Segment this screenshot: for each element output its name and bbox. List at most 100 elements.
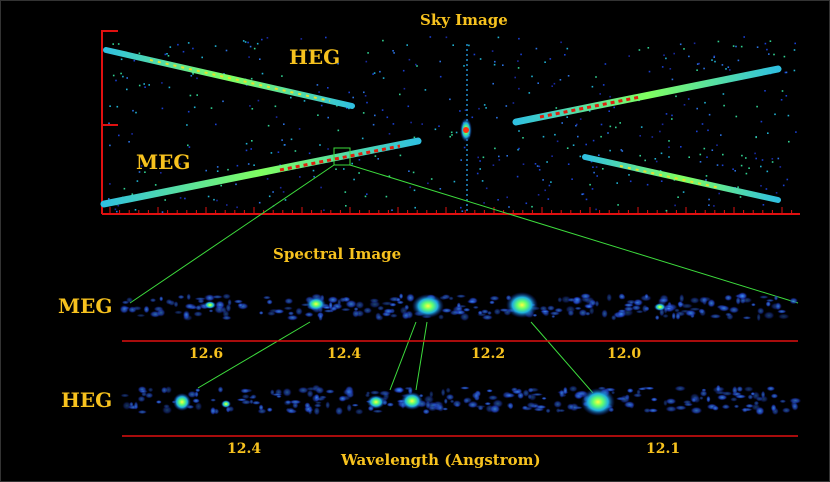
photon-dot <box>735 45 737 48</box>
photon-dot <box>525 202 528 205</box>
photon-dot <box>613 106 615 109</box>
sky-image-title: Sky Image <box>420 11 508 29</box>
continuum-blob <box>699 390 708 397</box>
photon-dot <box>498 155 500 158</box>
photon-dot <box>725 68 727 70</box>
photon-dot <box>461 210 464 212</box>
photon-dot <box>665 113 668 115</box>
photon-dot <box>244 41 247 43</box>
photon-dot <box>679 43 682 46</box>
photon-dot <box>785 95 788 97</box>
continuum-blob <box>273 308 285 314</box>
photon-dot <box>109 144 111 147</box>
continuum-blob <box>282 387 292 397</box>
photon-dot <box>620 149 623 151</box>
photon-dot <box>768 53 770 55</box>
continuum-blob <box>462 397 473 404</box>
continuum-blob <box>580 293 591 300</box>
photon-dot <box>716 144 718 146</box>
photon-dot <box>363 91 365 94</box>
photon-dot <box>439 75 442 78</box>
photon-dot <box>787 114 790 117</box>
photon-dot <box>734 170 736 172</box>
photon-dot <box>491 50 494 52</box>
photon-dot <box>464 109 467 111</box>
photon-dot <box>628 174 630 176</box>
continuum-blob <box>375 314 384 321</box>
photon-dot <box>408 170 410 172</box>
photon-dot <box>366 101 368 104</box>
photon-dot <box>506 196 508 199</box>
photon-dot <box>774 113 776 116</box>
continuum-blob <box>633 301 641 305</box>
photon-dot <box>242 40 245 42</box>
continuum-blob <box>589 306 595 315</box>
photon-dot <box>299 176 301 178</box>
photon-dot <box>769 40 772 42</box>
continuum-blob <box>345 299 357 309</box>
photon-dot <box>460 159 462 161</box>
photon-dot <box>352 96 354 99</box>
continuum-blob <box>480 309 489 314</box>
heg-spectrum-strip <box>120 384 802 437</box>
continuum-blob <box>487 310 492 316</box>
continuum-blob <box>545 408 551 414</box>
continuum-blob <box>487 395 499 401</box>
heg-tick-label: 12.4 <box>227 441 262 457</box>
emission-line <box>401 392 423 410</box>
photon-dot <box>722 93 725 95</box>
photon-dot <box>760 165 762 168</box>
photon-dot <box>596 175 598 177</box>
photon-dot <box>408 58 411 61</box>
photon-dot <box>372 73 374 75</box>
continuum-blob <box>177 294 185 300</box>
continuum-blob <box>741 407 748 413</box>
heg-arm-right <box>582 154 781 203</box>
photon-dot <box>505 105 508 107</box>
continuum-blob <box>499 308 509 312</box>
emission-line <box>204 301 216 309</box>
photon-dot <box>399 154 402 157</box>
continuum-blob <box>194 402 203 411</box>
continuum-blob <box>186 293 191 301</box>
photon-dot <box>699 153 702 156</box>
continuum-blob <box>404 386 412 390</box>
continuum-blob <box>449 309 460 316</box>
continuum-blob <box>770 393 779 399</box>
continuum-blob <box>377 305 385 311</box>
photon-dot <box>167 55 170 57</box>
photon-dot <box>196 77 198 80</box>
continuum-blob <box>728 306 740 314</box>
photon-dot <box>182 50 185 53</box>
continuum-blob <box>221 306 227 314</box>
heg-arm-left-core <box>149 59 331 102</box>
photon-dot <box>485 187 488 190</box>
photon-dot <box>215 123 217 126</box>
photon-dot <box>392 123 395 125</box>
continuum-blob <box>429 390 434 398</box>
photon-dot <box>353 178 355 181</box>
photon-dot <box>576 123 578 126</box>
photon-dot <box>216 166 219 168</box>
photon-dot <box>720 134 722 136</box>
continuum-blob <box>643 408 651 413</box>
photon-dot <box>416 65 418 67</box>
photon-dot <box>687 98 690 100</box>
continuum-blob <box>755 396 763 402</box>
continuum-blob <box>445 393 455 401</box>
photon-dot <box>577 135 579 138</box>
photon-dot <box>716 164 719 166</box>
photon-dot <box>713 205 715 207</box>
continuum-blob <box>132 306 142 311</box>
continuum-blob <box>770 404 777 412</box>
continuum-blob <box>671 312 676 320</box>
continuum-blob <box>567 309 575 317</box>
photon-dot <box>567 163 570 165</box>
continuum-blob <box>681 303 693 309</box>
continuum-blob <box>227 405 235 413</box>
photon-dot <box>482 156 485 159</box>
photon-dot <box>696 69 698 71</box>
zoom-region-box <box>333 147 351 166</box>
photon-dot <box>131 133 133 135</box>
continuum-blob <box>553 400 563 409</box>
